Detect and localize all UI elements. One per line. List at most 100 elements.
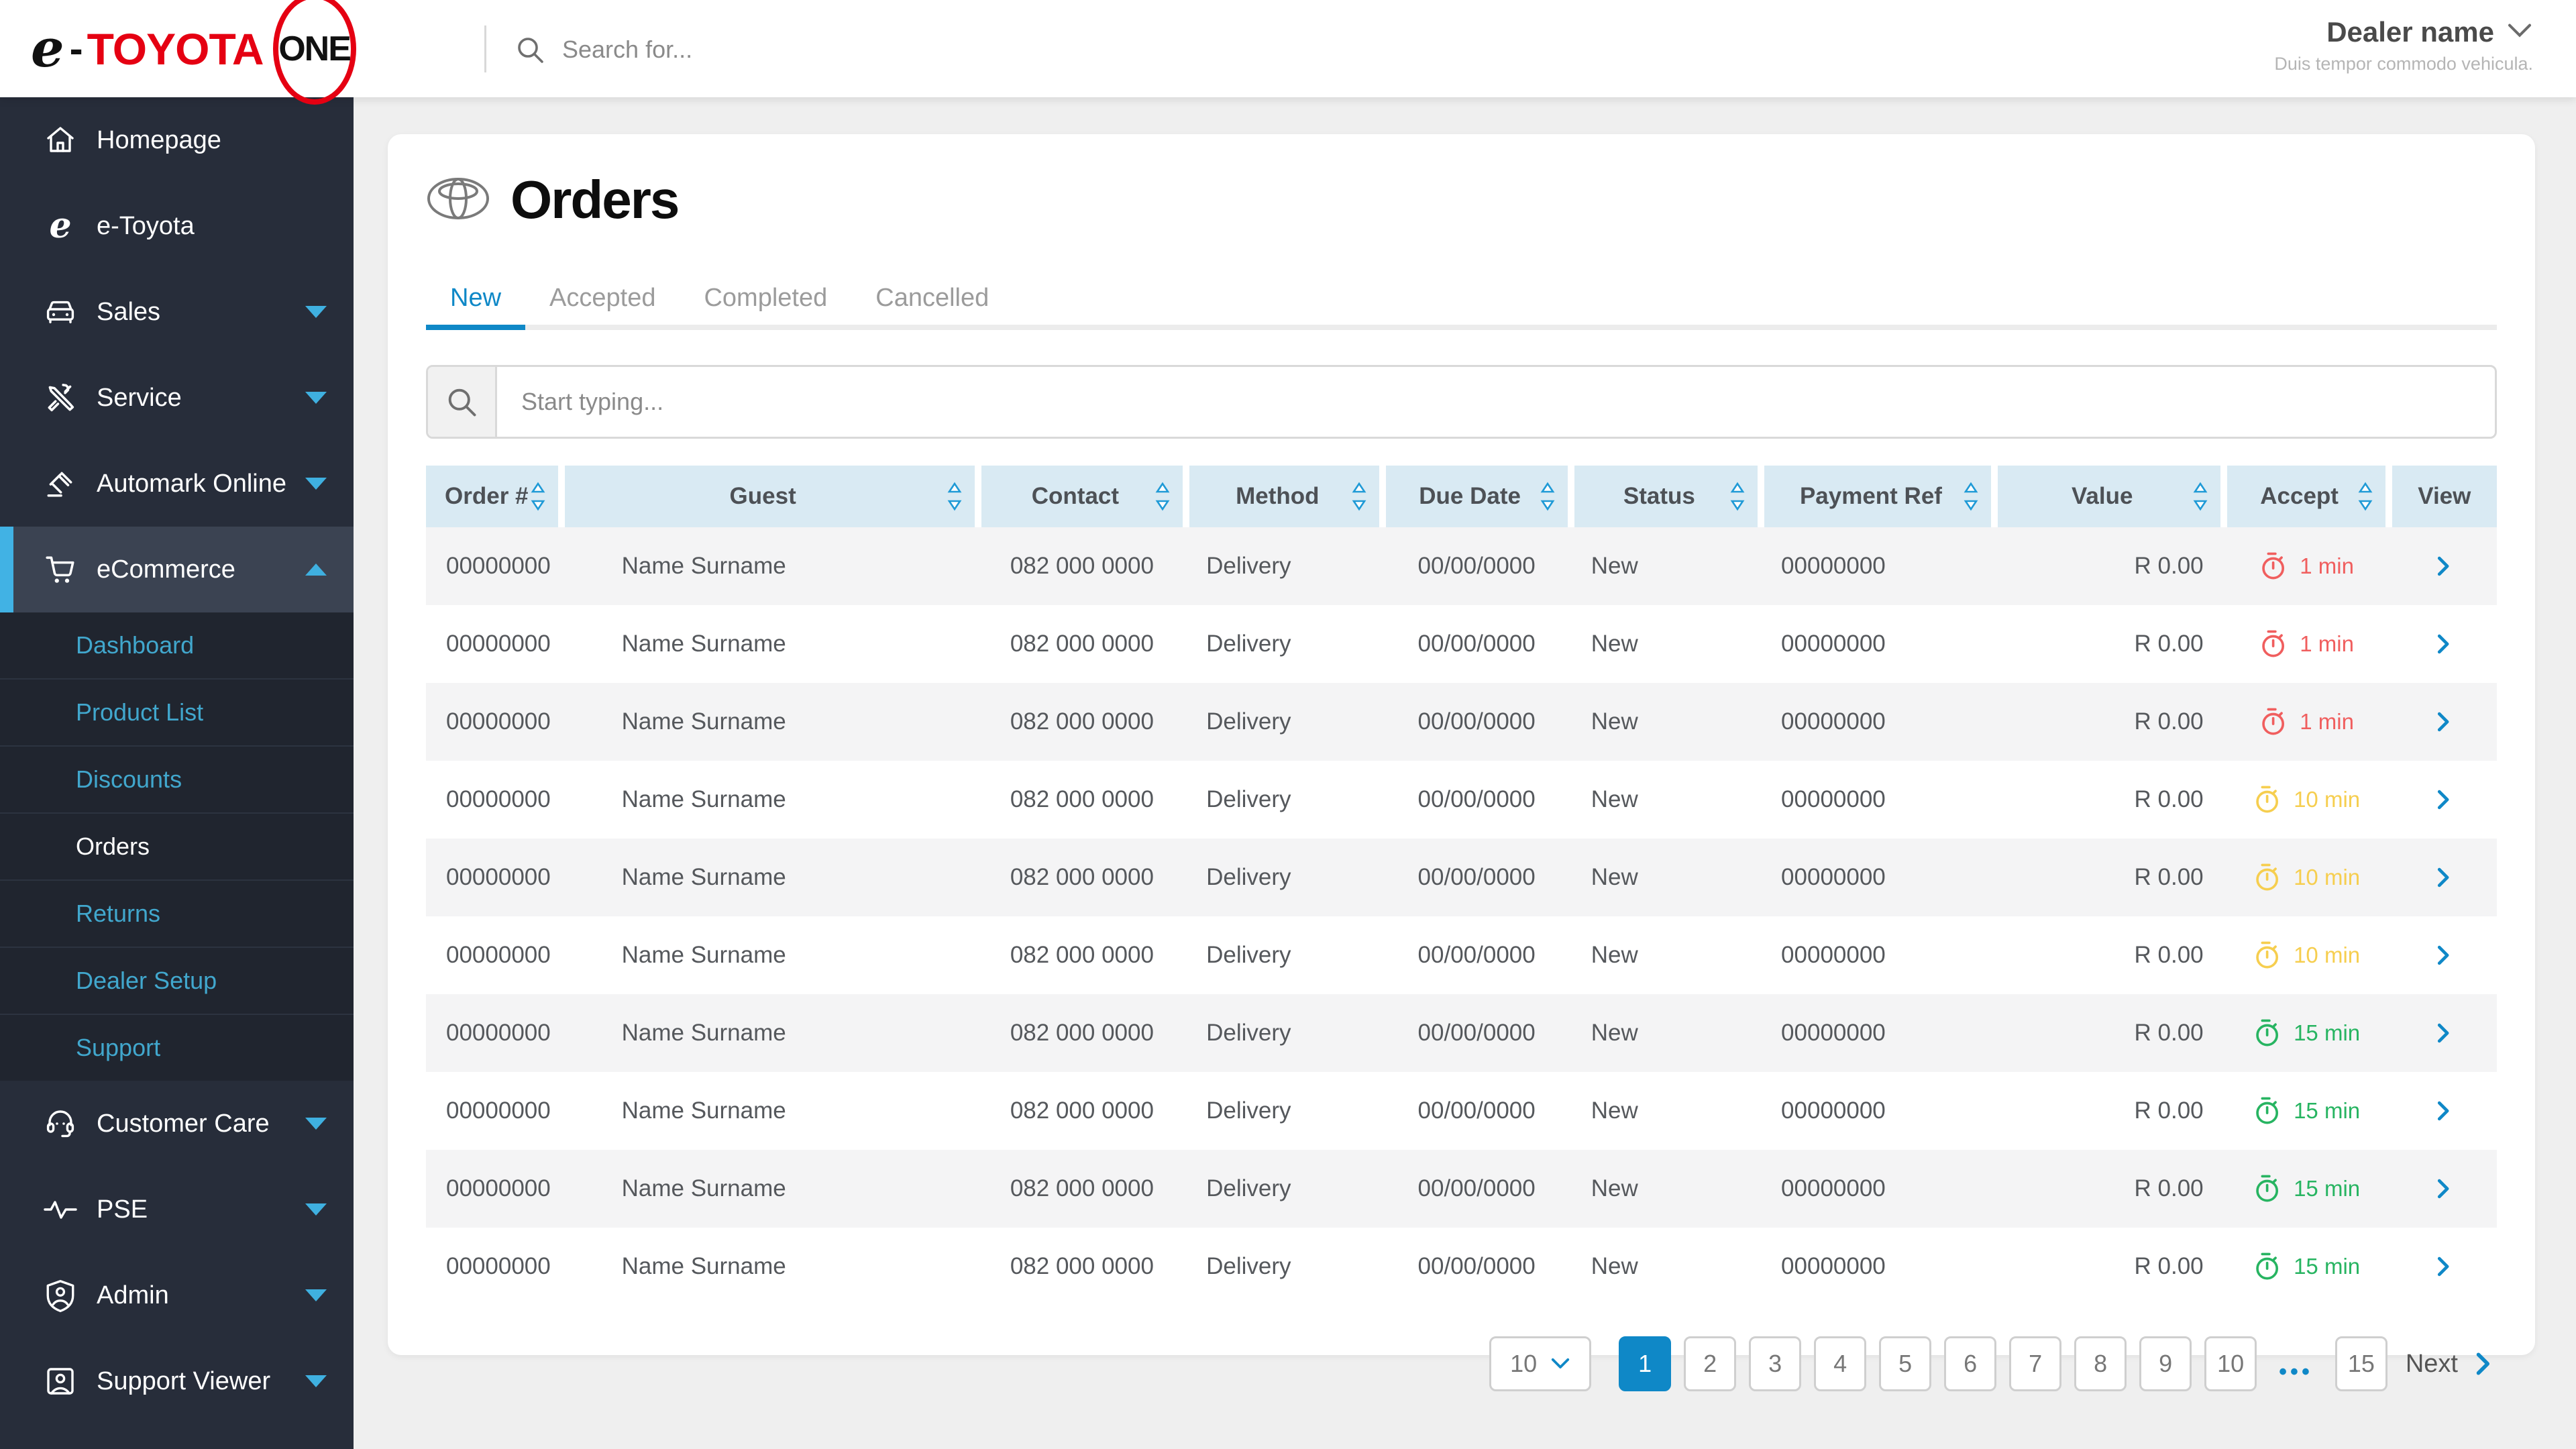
sidebar-subitem-dealer-setup[interactable]: Dealer Setup bbox=[0, 947, 354, 1014]
sidebar-subitem-orders[interactable]: Orders bbox=[0, 812, 354, 879]
sort-icon[interactable] bbox=[1350, 481, 1368, 512]
accept-countdown: 15 min bbox=[2294, 1254, 2361, 1279]
column-header-accept[interactable]: Accept bbox=[2220, 466, 2389, 527]
page-button-10[interactable]: 10 bbox=[2204, 1336, 2257, 1391]
column-header-contact[interactable]: Contact bbox=[974, 466, 1187, 527]
tab-cancelled[interactable]: Cancelled bbox=[875, 283, 989, 312]
page-size-select[interactable]: 10 bbox=[1489, 1336, 1592, 1391]
contact-number: 082 000 0000 bbox=[1010, 864, 1154, 890]
home-icon bbox=[43, 124, 78, 156]
page-button-1[interactable]: 1 bbox=[1619, 1336, 1672, 1391]
timer-icon bbox=[2258, 551, 2289, 582]
table-row: 00000000 Name Surname 082 000 0000 Delivery… bbox=[426, 605, 2497, 683]
sidebar-item-pse[interactable]: PSE bbox=[0, 1167, 354, 1252]
sort-icon[interactable] bbox=[2191, 481, 2210, 512]
payment-ref: 00000000 bbox=[1781, 864, 1886, 890]
accept-cell[interactable]: 15 min bbox=[2224, 1228, 2389, 1305]
sort-icon[interactable] bbox=[1153, 481, 1172, 512]
sidebar-item-automark-online[interactable]: Automark Online bbox=[0, 441, 354, 527]
view-order-button[interactable] bbox=[2396, 1072, 2490, 1150]
accept-cell[interactable]: 15 min bbox=[2224, 994, 2389, 1072]
accept-cell[interactable]: 15 min bbox=[2224, 1072, 2389, 1150]
page-header: Orders bbox=[426, 169, 2497, 231]
view-order-button[interactable] bbox=[2396, 683, 2490, 761]
column-header-guest[interactable]: Guest bbox=[557, 466, 978, 527]
column-header-view: View bbox=[2385, 466, 2497, 527]
dealer-menu[interactable]: Dealer name Duis tempor commodo vehicula… bbox=[2274, 16, 2533, 74]
order-number: 00000000 bbox=[446, 942, 551, 968]
accept-cell[interactable]: 1 min bbox=[2224, 605, 2389, 683]
app-logo[interactable]: e - TOYOTA ONE bbox=[31, 0, 356, 105]
table-filter-input[interactable] bbox=[497, 367, 2495, 437]
sidebar-item-homepage[interactable]: Homepage bbox=[0, 97, 354, 183]
view-order-button[interactable] bbox=[2396, 605, 2490, 683]
contact-number: 082 000 0000 bbox=[1010, 1097, 1154, 1124]
sidebar-subitem-support[interactable]: Support bbox=[0, 1014, 354, 1081]
page-button-2[interactable]: 2 bbox=[1684, 1336, 1737, 1391]
logo-e-glyph: e bbox=[31, 17, 64, 79]
global-search-input[interactable] bbox=[561, 25, 1167, 74]
column-header-value[interactable]: Value bbox=[1990, 466, 2224, 527]
view-order-button[interactable] bbox=[2396, 761, 2490, 839]
accept-cell[interactable]: 10 min bbox=[2224, 916, 2389, 994]
page-button-3[interactable]: 3 bbox=[1749, 1336, 1802, 1391]
sidebar-subitem-dashboard[interactable]: Dashboard bbox=[76, 631, 195, 659]
view-order-button[interactable] bbox=[2396, 916, 2490, 994]
accept-cell[interactable]: 10 min bbox=[2224, 839, 2389, 916]
sidebar-item-customer-care[interactable]: Customer Care bbox=[0, 1081, 354, 1167]
sidebar-item-sales[interactable]: Sales bbox=[0, 269, 354, 355]
column-header-payment-ref[interactable]: Payment Ref bbox=[1758, 466, 1994, 527]
contact-number: 082 000 0000 bbox=[1010, 1253, 1154, 1279]
table-row: 00000000 Name Surname 082 000 0000 Delivery… bbox=[426, 1228, 2497, 1305]
column-header-due-date[interactable]: Due Date bbox=[1379, 466, 1571, 527]
accept-countdown: 10 min bbox=[2294, 865, 2361, 890]
page-button-4[interactable]: 4 bbox=[1814, 1336, 1867, 1391]
column-header-order-[interactable]: Order # bbox=[426, 466, 561, 527]
sort-icon[interactable] bbox=[1728, 481, 1747, 512]
accept-cell[interactable]: 1 min bbox=[2224, 527, 2389, 605]
pulse-icon bbox=[43, 1196, 78, 1223]
page-button-6[interactable]: 6 bbox=[1944, 1336, 1997, 1391]
view-order-button[interactable] bbox=[2396, 527, 2490, 605]
view-cell bbox=[2389, 1150, 2497, 1228]
sort-icon[interactable] bbox=[1538, 481, 1557, 512]
page-button-5[interactable]: 5 bbox=[1879, 1336, 1932, 1391]
guest-name: Name Surname bbox=[621, 1020, 786, 1046]
accept-cell[interactable]: 10 min bbox=[2224, 761, 2389, 839]
view-order-button[interactable] bbox=[2396, 1228, 2490, 1305]
sidebar-subitem-returns[interactable]: Returns bbox=[0, 879, 354, 947]
payment-ref: 00000000 bbox=[1781, 708, 1886, 735]
view-order-button[interactable] bbox=[2396, 994, 2490, 1072]
sidebar-item-support-viewer[interactable]: Support Viewer bbox=[0, 1338, 354, 1424]
sidebar-item-admin[interactable]: Admin bbox=[0, 1252, 354, 1338]
view-order-button[interactable] bbox=[2396, 1150, 2490, 1228]
chevron-down-icon bbox=[2506, 21, 2533, 44]
tab-new[interactable]: New bbox=[426, 271, 526, 330]
column-header-method[interactable]: Method bbox=[1183, 466, 1383, 527]
sidebar-item-ecommerce[interactable]: eCommerce bbox=[0, 527, 354, 612]
sort-icon[interactable] bbox=[1962, 481, 1980, 512]
sort-icon[interactable] bbox=[945, 481, 964, 512]
page-button-9[interactable]: 9 bbox=[2139, 1336, 2192, 1391]
view-cell bbox=[2389, 1228, 2497, 1305]
column-header-status[interactable]: Status bbox=[1567, 466, 1762, 527]
order-value: R 0.00 bbox=[2134, 942, 2204, 968]
page-button-8[interactable]: 8 bbox=[2074, 1336, 2127, 1391]
page-button-15[interactable]: 15 bbox=[2334, 1336, 2387, 1391]
sidebar-item-service[interactable]: Service bbox=[0, 355, 354, 441]
accept-cell[interactable]: 1 min bbox=[2224, 683, 2389, 761]
sort-icon[interactable] bbox=[2356, 481, 2375, 512]
sidebar-subitem-product-list[interactable]: Product List bbox=[0, 678, 354, 745]
sidebar-item-label: PSE bbox=[97, 1195, 148, 1224]
sidebar-item-e-toyota[interactable]: e e-Toyota bbox=[0, 183, 354, 269]
tab-completed[interactable]: Completed bbox=[704, 283, 828, 312]
view-order-button[interactable] bbox=[2396, 839, 2490, 916]
pagination-ellipsis[interactable]: ••• bbox=[2279, 1358, 2313, 1385]
sidebar-subitem-discounts[interactable]: Discounts bbox=[0, 745, 354, 812]
page-button-7[interactable]: 7 bbox=[2009, 1336, 2062, 1391]
next-page-button[interactable]: Next bbox=[2406, 1349, 2497, 1379]
accept-cell[interactable]: 15 min bbox=[2224, 1150, 2389, 1228]
tab-accepted[interactable]: Accepted bbox=[549, 283, 656, 312]
sort-icon[interactable] bbox=[529, 481, 547, 512]
filter-search-icon bbox=[428, 367, 497, 437]
